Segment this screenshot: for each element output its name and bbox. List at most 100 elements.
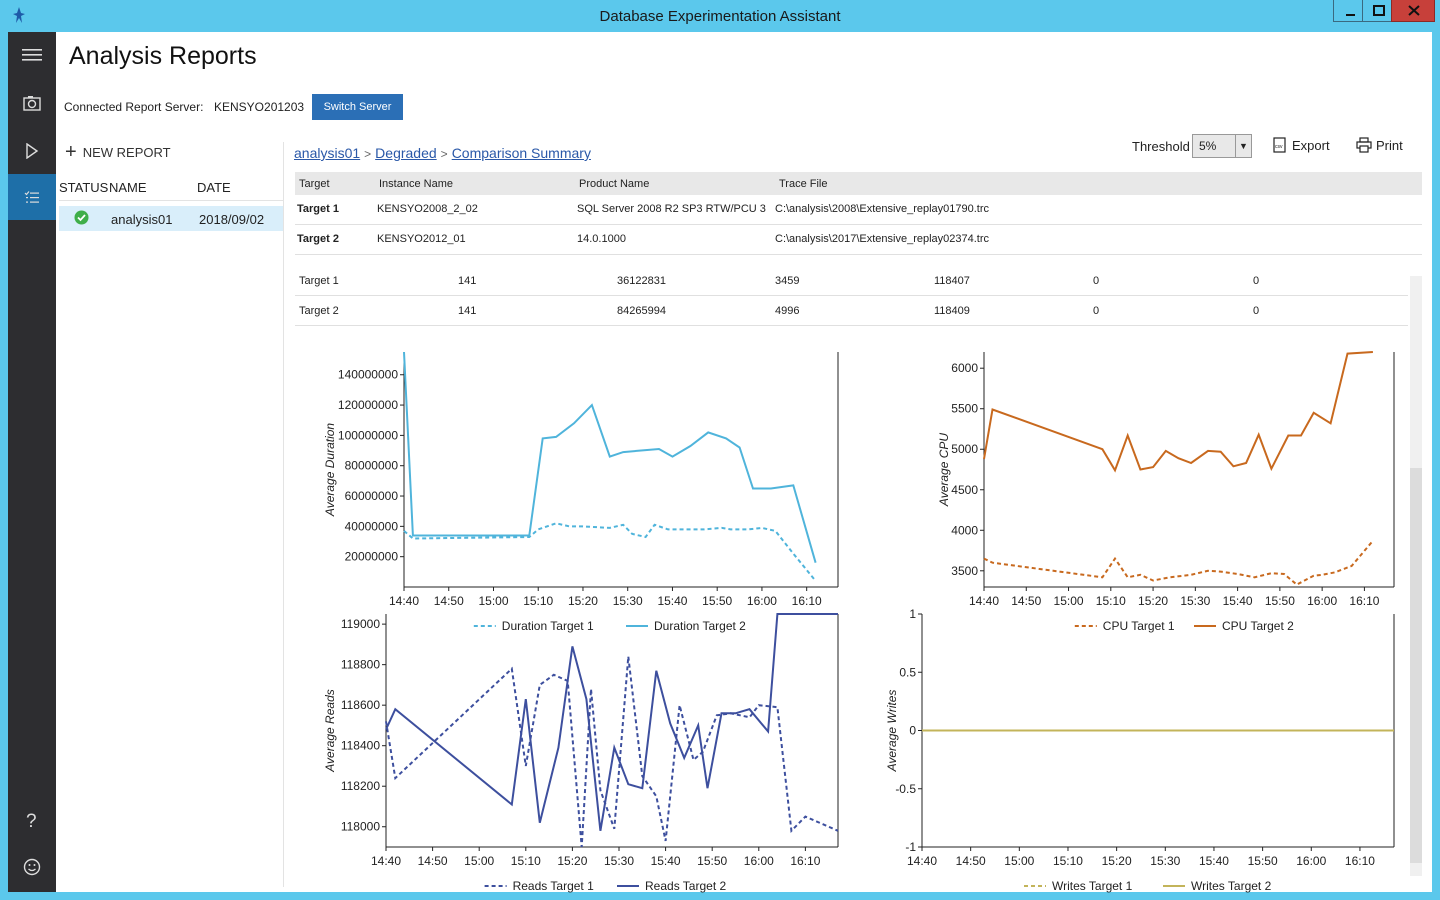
x-tick-label: 15:30 — [604, 854, 634, 868]
x-tick-label: 16:10 — [792, 594, 822, 608]
y-tick-label: 0 — [909, 724, 916, 738]
x-tick-label: 15:20 — [568, 594, 598, 608]
export-button[interactable]: csv Export — [1272, 137, 1330, 153]
y-tick-label: -1 — [905, 840, 916, 854]
x-tick-label: 15:00 — [1054, 594, 1084, 608]
report-date: 2018/09/02 — [199, 212, 265, 227]
svg-text:?: ? — [26, 811, 37, 831]
y-axis-label: Average Reads — [323, 689, 337, 773]
x-tick-label: 15:40 — [651, 854, 681, 868]
y-tick-label: 4500 — [951, 483, 978, 497]
plus-icon: + — [65, 141, 77, 163]
x-tick-label: 14:40 — [389, 594, 419, 608]
y-tick-label: 118600 — [341, 698, 380, 712]
series-line — [983, 540, 1374, 586]
svg-text:csv: csv — [1275, 144, 1283, 150]
x-tick-label: 15:50 — [702, 594, 732, 608]
printer-icon — [1356, 137, 1372, 153]
trace-cell: C:\analysis\2017\Extensive_replay02374.t… — [775, 233, 990, 245]
table-row: Target 2 KENSYO2012_01 14.0.1000 C:\anal… — [295, 225, 1422, 255]
table-row: Target 1 141 36122831 3459 118407 0 0 — [295, 266, 1408, 296]
metrics-cell: 36122831 — [617, 275, 666, 287]
metrics-cell: 141 — [458, 305, 477, 317]
series-line — [983, 351, 1373, 473]
checklist-icon[interactable] — [8, 174, 56, 220]
y-tick-label: 5000 — [951, 442, 978, 456]
legend-label: Duration Target 2 — [654, 619, 746, 633]
success-check-icon — [74, 210, 89, 225]
legend-label: Reads Target 2 — [645, 879, 726, 893]
y-tick-label: 0.5 — [899, 665, 916, 679]
legend-label: Writes Target 1 — [1052, 879, 1133, 893]
x-tick-label: 16:00 — [1307, 594, 1337, 608]
scrollbar-thumb[interactable] — [1410, 468, 1422, 863]
y-tick-label: 118800 — [341, 658, 380, 672]
left-nav: ? — [8, 32, 56, 892]
y-tick-label: 140000000 — [338, 368, 398, 382]
x-tick-label: 15:00 — [1004, 854, 1034, 868]
close-button[interactable] — [1391, 0, 1435, 22]
metrics-cell: 141 — [458, 275, 477, 287]
new-report-label: NEW REPORT — [82, 144, 171, 160]
metrics-cell: 118409 — [934, 305, 970, 317]
breadcrumb-degraded[interactable]: Degraded — [375, 145, 437, 161]
x-tick-label: 15:30 — [613, 594, 643, 608]
y-tick-label: 119000 — [341, 617, 380, 631]
window-title: Database Experimentation Assistant — [599, 8, 841, 25]
y-tick-label: 100000000 — [338, 428, 398, 442]
product-cell: SQL Server 2008 R2 SP3 RTW/PCU 3 — [577, 203, 766, 215]
report-row[interactable]: analysis01 2018/09/02 — [59, 206, 283, 231]
x-tick-label: 15:20 — [1138, 594, 1168, 608]
column-target: Target — [299, 178, 330, 190]
breadcrumb-analysis[interactable]: analysis01 — [294, 145, 361, 161]
x-tick-label: 16:00 — [747, 594, 777, 608]
x-tick-label: 16:00 — [744, 854, 774, 868]
table-row: Target 2 141 84265994 4996 118409 0 0 — [295, 296, 1408, 326]
app-icon — [13, 7, 25, 23]
duration-chart-svg: 20000000 40000000 60000000 80000000 10000000… — [323, 351, 839, 633]
x-tick-label: 15:20 — [1102, 854, 1132, 868]
x-tick-label: 15:10 — [1053, 854, 1083, 868]
targets-table-header: Target Instance Name Product Name Trace … — [295, 172, 1422, 195]
hamburger-menu-icon[interactable] — [8, 32, 56, 78]
metrics-table: Target 1 141 36122831 3459 118407 0 0 Ta… — [295, 266, 1408, 326]
y-tick-label: 3500 — [951, 564, 978, 578]
legend-label: CPU Target 1 — [1103, 619, 1175, 633]
y-tick-label: 80000000 — [345, 459, 399, 473]
y-axis-label: Average CPU — [937, 433, 951, 507]
product-cell: 14.0.1000 — [577, 233, 626, 245]
metrics-target-cell: Target 2 — [299, 305, 339, 317]
x-tick-label: 15:00 — [478, 594, 508, 608]
x-tick-label: 15:50 — [1265, 594, 1295, 608]
print-button[interactable]: Print — [1356, 137, 1403, 153]
x-tick-label: 16:00 — [1296, 854, 1326, 868]
metrics-cell: 0 — [1093, 275, 1100, 287]
y-tick-label: 118200 — [341, 779, 380, 793]
threshold-label: Threshold — [1132, 139, 1190, 154]
x-tick-label: 14:40 — [371, 854, 401, 868]
target-cell: Target 1 — [297, 203, 339, 215]
y-tick-label: -0.5 — [895, 782, 916, 796]
switch-server-button[interactable]: Switch Server — [312, 94, 403, 120]
help-icon[interactable]: ? — [8, 798, 56, 844]
cpu-chart: 3500 4000 4500 5000 5500 6000 14:40 14:50 15:00 1… — [864, 350, 1404, 633]
camera-icon[interactable] — [8, 80, 56, 126]
x-tick-label: 15:50 — [697, 854, 727, 868]
x-tick-label: 14:50 — [956, 854, 986, 868]
export-label: Export — [1292, 137, 1330, 153]
y-tick-label: 60000000 — [345, 489, 399, 503]
x-tick-label: 14:50 — [418, 854, 448, 868]
feedback-smiley-icon[interactable] — [8, 844, 56, 890]
x-tick-label: 14:40 — [969, 594, 999, 608]
legend-label: Duration Target 1 — [502, 619, 594, 633]
threshold-select[interactable]: 5% ▼ — [1192, 134, 1252, 158]
play-icon[interactable] — [8, 128, 56, 174]
breadcrumb-comparison-summary[interactable]: Comparison Summary — [451, 145, 591, 161]
new-report-button[interactable]: + NEW REPORT — [65, 141, 171, 163]
x-tick-label: 16:10 — [1345, 854, 1375, 868]
metrics-cell: 3459 — [775, 275, 800, 287]
x-tick-label: 16:10 — [1349, 594, 1379, 608]
x-tick-label: 15:10 — [523, 594, 553, 608]
x-tick-label: 15:10 — [1096, 594, 1126, 608]
